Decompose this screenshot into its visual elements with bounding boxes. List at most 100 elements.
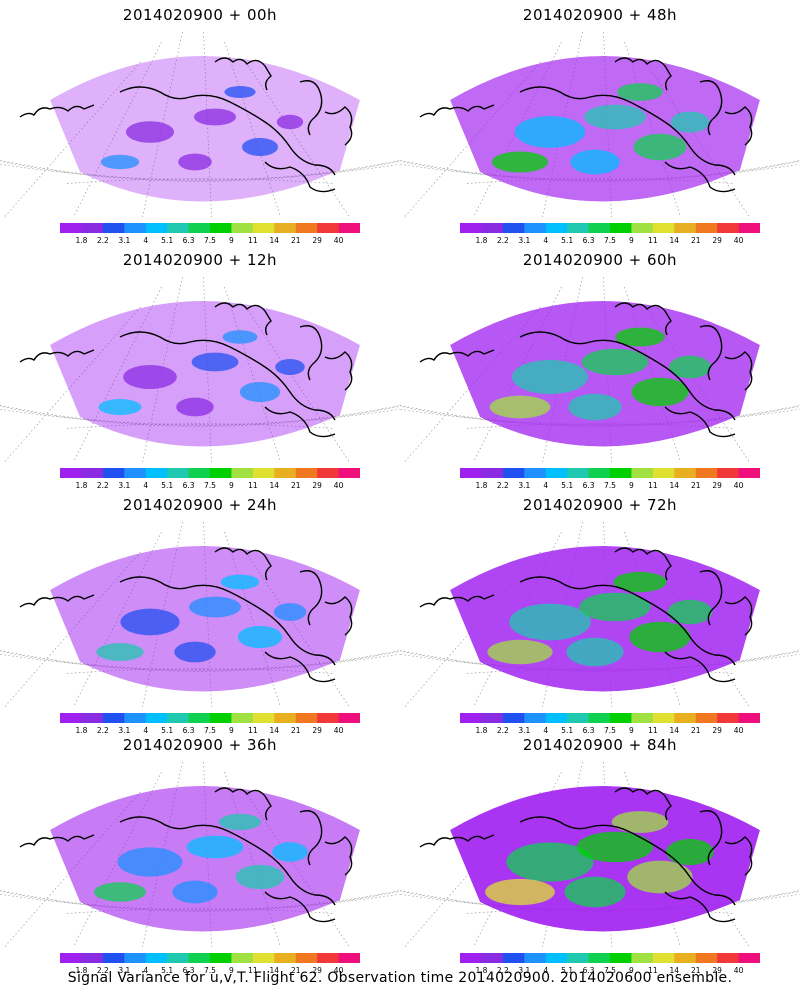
colorbar-tick-label: 9: [629, 481, 634, 490]
colorbar-swatch: [717, 953, 740, 963]
colorbar-tick-label: 4: [543, 481, 548, 490]
colorbar-tick-label: 21: [691, 236, 701, 245]
colorbar-swatch: [317, 713, 340, 723]
colorbar-swatch: [652, 953, 675, 963]
colorbar-tick-label: 7.5: [604, 726, 616, 735]
colorbar-swatch: [674, 223, 697, 233]
colorbar-swatch: [738, 713, 760, 723]
colorbar-tick-label: 14: [670, 726, 680, 735]
colorbar-swatch: [231, 713, 254, 723]
colorbar-tick-label: 5.1: [561, 966, 573, 975]
colorbar-swatch: [674, 713, 697, 723]
colorbar-tick-label: 14: [270, 236, 280, 245]
colorbar-swatch: [738, 468, 760, 478]
coastline: [19, 787, 353, 923]
colorbar-tick-label: 3.1: [518, 966, 530, 975]
colorbar-swatch: [502, 468, 525, 478]
colorbar-tick-label: 2.2: [97, 481, 109, 490]
colorbar-swatch: [631, 468, 654, 478]
colorbar-tick-label: 2.2: [97, 236, 109, 245]
colorbar-tick-label: 5.1: [561, 726, 573, 735]
colorbar-tick-label: 7.5: [604, 236, 616, 245]
colorbar-tick-label: 11: [648, 236, 658, 245]
colorbar-swatch: [717, 468, 740, 478]
colorbar-swatch: [60, 953, 82, 963]
colorbar-swatch: [145, 468, 168, 478]
colorbar-tick-label: 7.5: [204, 481, 216, 490]
colorbar-tick-label: 1.8: [75, 481, 87, 490]
colorbar-swatch: [60, 223, 82, 233]
colorbar-swatch: [210, 223, 232, 233]
colorbar-tick-label: 40: [734, 726, 744, 735]
colorbar-swatch: [338, 223, 360, 233]
variance-field: [450, 546, 760, 692]
colorbar-swatch: [695, 223, 718, 233]
colorbar-tick-label: 6.3: [183, 726, 195, 735]
colorbar-tick-label: 29: [312, 966, 322, 975]
colorbar-swatch: [145, 953, 168, 963]
panel-title: 2014020900 + 36h: [122, 736, 278, 754]
colorbar-swatch: [145, 713, 168, 723]
colorbar-swatch: [695, 953, 718, 963]
colorbar-tick-label: 2.2: [497, 966, 509, 975]
colorbar-tick-label: 11: [648, 966, 658, 975]
colorbar-tick-label: 9: [229, 481, 234, 490]
colorbar-tick-label: 1.8: [475, 236, 487, 245]
colorbar-swatch: [652, 468, 675, 478]
colorbar-swatch: [252, 713, 275, 723]
colorbar-tick-label: 11: [648, 481, 658, 490]
colorbar-tick-label: 5.1: [161, 966, 173, 975]
colorbar-tick-label: 9: [229, 236, 234, 245]
colorbar-tick-label: 9: [229, 966, 234, 975]
colorbar-swatch: [167, 713, 190, 723]
colorbar-swatch: [338, 713, 360, 723]
colorbar-swatch: [188, 953, 211, 963]
panel-title: 2014020900 + 84h: [522, 736, 678, 754]
colorbar-swatch: [481, 468, 504, 478]
colorbar-tick-label: 9: [629, 726, 634, 735]
colorbar-tick-label: 40: [734, 481, 744, 490]
colorbar-tick-label: 29: [712, 726, 722, 735]
colorbar-tick-label: 2.2: [497, 481, 509, 490]
colorbar-tick-label: 21: [691, 726, 701, 735]
variance-map: [400, 276, 800, 463]
colorbar-tick-label: 4: [143, 236, 148, 245]
colorbar-swatch: [738, 953, 760, 963]
colorbar-swatch: [567, 223, 590, 233]
colorbar-swatch: [295, 953, 318, 963]
coastline: [19, 57, 353, 193]
colorbar-tick-label: 29: [312, 726, 322, 735]
colorbar-tick-label: 29: [312, 481, 322, 490]
colorbar-swatch: [631, 953, 654, 963]
colorbar-swatch: [124, 223, 147, 233]
map-panel: 2014020900 + 12h 1.8 2.2 3.1 4 5.1 6.3 7.5 9 11 14…: [0, 245, 400, 490]
colorbar-swatch: [145, 223, 168, 233]
colorbar-swatch: [481, 953, 504, 963]
colorbar-swatch: [124, 953, 147, 963]
variance-field: [450, 301, 760, 447]
colorbar-tick-label: 6.3: [583, 236, 595, 245]
colorbar-swatch: [588, 223, 611, 233]
colorbar-swatch: [252, 953, 275, 963]
colorbar-tick-label: 3.1: [518, 726, 530, 735]
colorbar-swatch: [274, 713, 297, 723]
colorbar-tick-label: 40: [734, 236, 744, 245]
colorbar: 1.8 2.2 3.1 4 5.1 6.3 7.5 9 11 14 21 29 40: [60, 468, 360, 490]
variance-field: [50, 786, 360, 932]
colorbar-tick-label: 14: [670, 966, 680, 975]
colorbar-swatch: [167, 953, 190, 963]
colorbar-swatch: [81, 713, 104, 723]
colorbar-swatch: [460, 223, 482, 233]
colorbar-swatch: [274, 953, 297, 963]
colorbar-tick-label: 40: [334, 481, 344, 490]
colorbar-swatch: [295, 713, 318, 723]
colorbar-tick-label: 1.8: [75, 726, 87, 735]
colorbar-swatch: [695, 468, 718, 478]
panel-title: 2014020900 + 24h: [122, 496, 278, 514]
colorbar-swatch: [524, 713, 547, 723]
colorbar-swatch: [588, 468, 611, 478]
colorbar-tick-label: 7.5: [204, 726, 216, 735]
colorbar: 1.8 2.2 3.1 4 5.1 6.3 7.5 9 11 14 21 29 40: [460, 223, 760, 245]
colorbar-swatch: [717, 223, 740, 233]
colorbar-tick-label: 11: [248, 966, 258, 975]
